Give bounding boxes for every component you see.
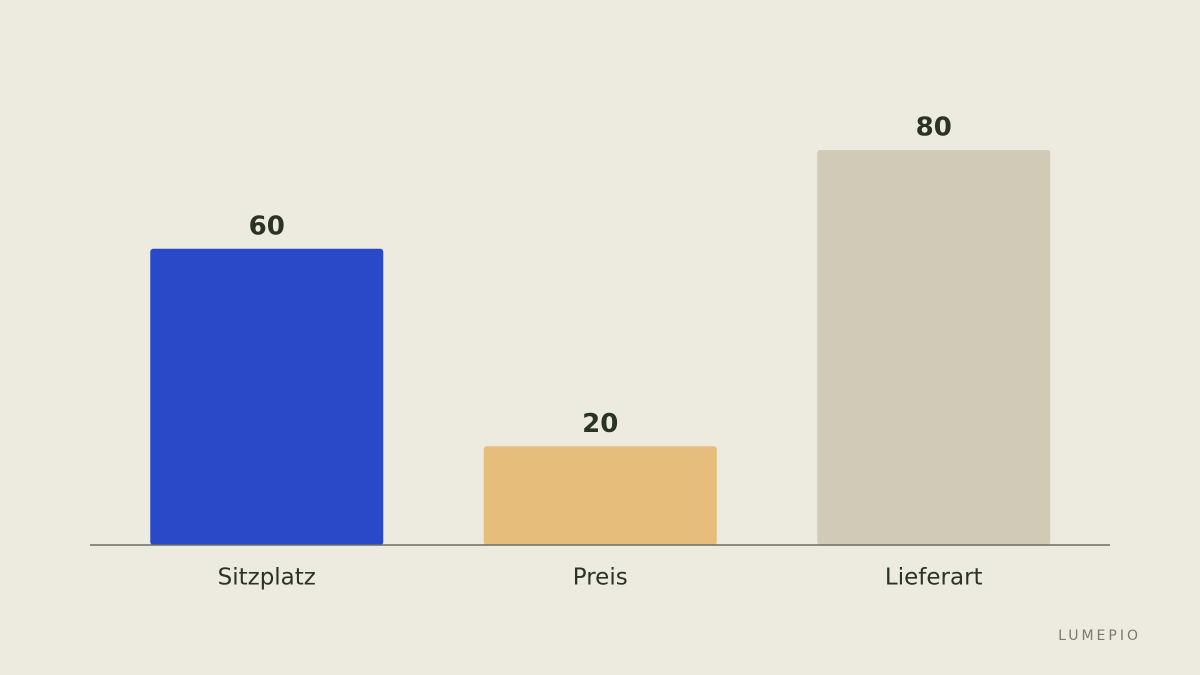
value-label: 80 (916, 113, 952, 143)
x-tick-label: Lieferart (885, 565, 983, 591)
bar (817, 150, 1051, 545)
bar (483, 446, 717, 545)
bar (150, 248, 384, 545)
brand: LUMEPIO (1058, 628, 1141, 644)
x-tick-label: Sitzplatz (218, 565, 316, 591)
value-label: 20 (582, 409, 618, 439)
value-label: 60 (249, 211, 285, 241)
x-tick-label: Preis (573, 565, 628, 591)
